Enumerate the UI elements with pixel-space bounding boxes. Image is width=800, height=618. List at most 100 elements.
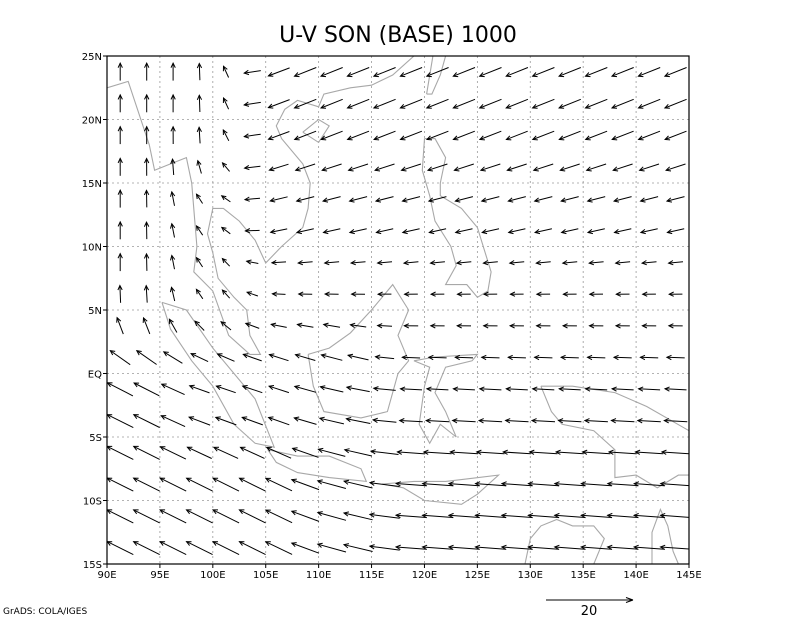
wind-vector (342, 479, 373, 489)
wind-vector (663, 386, 687, 392)
wind-vector (243, 133, 261, 139)
wind-vector (558, 98, 581, 109)
wind-vector (500, 481, 533, 487)
wind-vector (611, 130, 634, 141)
wind-vector (242, 353, 262, 362)
wind-vector (117, 284, 123, 303)
wind-vector (144, 93, 150, 113)
wind-vector (401, 196, 421, 203)
wind-vector (478, 98, 502, 109)
wind-vector (267, 416, 290, 426)
wind-vector (502, 449, 531, 455)
wind-vector (117, 157, 123, 176)
wind-vector (241, 416, 263, 426)
wind-vector (160, 383, 185, 396)
wind-vector (374, 196, 394, 203)
wind-vector (666, 228, 685, 235)
wind-vector (588, 323, 604, 329)
wind-vector (185, 541, 213, 556)
wind-vector (346, 98, 370, 109)
wind-vector (221, 162, 230, 172)
coastlines (107, 56, 689, 564)
wind-vector (634, 449, 664, 455)
wind-vector (394, 481, 427, 487)
x-tick-label: 125E (465, 570, 490, 581)
wind-vector (221, 257, 231, 267)
wind-vector (482, 260, 498, 266)
wind-vector (425, 67, 449, 78)
wind-vector (504, 418, 529, 424)
wind-vector (558, 67, 581, 78)
wind-vector (117, 62, 123, 81)
wind-vector (372, 98, 396, 109)
wind-vector (403, 323, 419, 329)
wind-vector (371, 417, 397, 424)
wind-vector (345, 385, 370, 393)
wind-vector (246, 291, 259, 297)
wind-vector (211, 509, 240, 524)
wind-vector (425, 98, 449, 109)
wind-vector (535, 291, 551, 297)
wind-vector (107, 477, 134, 492)
wind-vector (320, 353, 343, 361)
wind-vector (132, 477, 160, 492)
wind-vector (475, 449, 505, 455)
wind-vector (117, 220, 123, 240)
wind-vector (170, 190, 176, 206)
wind-vector (506, 163, 527, 172)
wind-vector (500, 544, 533, 550)
wind-vector (454, 228, 473, 235)
wind-vector (612, 196, 632, 203)
wind-vector (507, 228, 526, 235)
wind-vector (350, 291, 366, 297)
wind-vector (107, 414, 134, 429)
wind-vector (196, 62, 203, 81)
wind-vector (347, 163, 369, 172)
y-tick-label: 15S (83, 560, 102, 571)
wind-vector (159, 541, 187, 556)
wind-vector (422, 449, 452, 455)
x-tick-label: 115E (359, 570, 384, 581)
wind-vector (558, 386, 581, 392)
wind-vector (268, 163, 289, 172)
wind-vector (394, 512, 427, 519)
wind-vector (665, 196, 685, 203)
wind-vector (584, 98, 608, 109)
wind-vector (215, 385, 236, 394)
wind-vector (581, 449, 611, 455)
wind-vector (342, 511, 373, 521)
wind-vector (322, 322, 341, 328)
x-tick-label: 120E (412, 570, 437, 581)
wind-vector (159, 509, 187, 524)
wind-vector (425, 130, 449, 141)
wind-vector (532, 163, 554, 172)
wind-vector (270, 259, 287, 266)
wind-vector (553, 481, 586, 487)
wind-vector (143, 189, 150, 208)
coastline (307, 283, 410, 419)
x-tick-label: 90E (97, 570, 116, 581)
wind-vector (267, 131, 290, 141)
wind-vector (427, 354, 447, 361)
wind-vector (399, 98, 423, 109)
wind-vector (614, 323, 630, 329)
wind-vector (456, 323, 472, 329)
wind-vector (610, 98, 634, 109)
wind-vector (345, 417, 371, 424)
wind-vector (238, 509, 266, 524)
wind-vector (528, 449, 558, 455)
wind-vector (267, 99, 290, 109)
wind-vector (170, 93, 176, 113)
wind-vector (372, 386, 396, 392)
wind-vector (659, 481, 689, 487)
wind-vector (293, 385, 317, 393)
wind-vector (403, 291, 418, 297)
coastline (426, 56, 447, 95)
wind-vector (159, 477, 187, 492)
wind-vector (214, 416, 237, 426)
wind-vector (222, 65, 230, 78)
wind-vector (613, 228, 632, 235)
wind-vector (243, 101, 261, 107)
wind-vector (505, 130, 528, 141)
wind-vector (508, 260, 525, 266)
